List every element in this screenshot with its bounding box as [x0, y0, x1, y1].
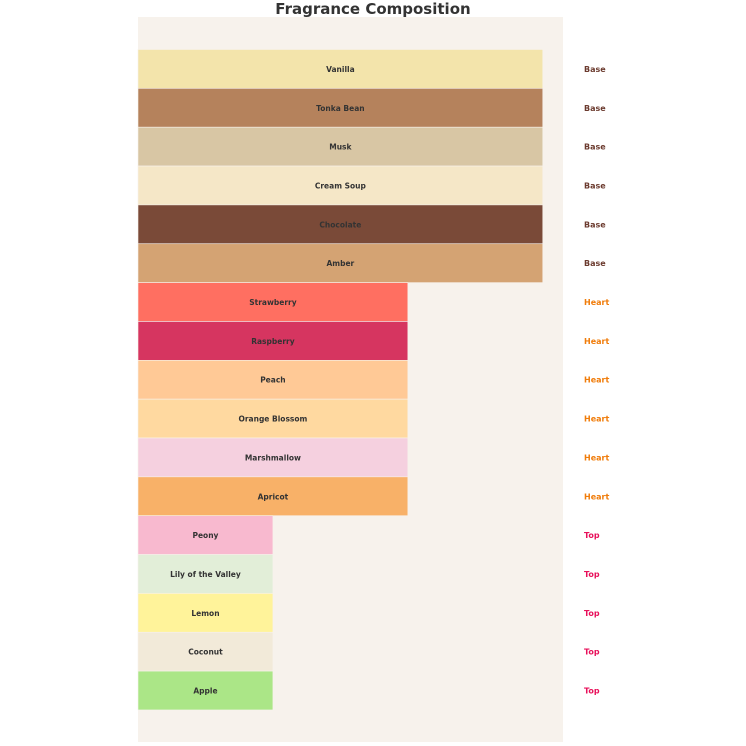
bar-marshmallow	[137, 437, 409, 478]
bar-label: Lemon	[191, 609, 219, 618]
bar-apricot	[137, 476, 409, 517]
bar-label: Strawberry	[249, 298, 297, 307]
layer-label: Base	[584, 143, 606, 152]
chart-title: Fragrance Composition	[275, 0, 471, 18]
bar-label: Lily of the Valley	[170, 570, 241, 579]
layer-label: Top	[584, 648, 600, 657]
bar-raspberry	[137, 321, 409, 361]
bar-vanilla	[137, 49, 544, 89]
bar-coconut	[137, 631, 274, 672]
layer-label: Heart	[584, 492, 609, 501]
bar-label: Orange Blossom	[238, 415, 307, 424]
layer-label: Base	[584, 181, 606, 190]
layer-label: Top	[584, 687, 600, 696]
bar-label: Apple	[193, 687, 217, 696]
bar-lemon	[137, 593, 274, 633]
bar-peach	[137, 359, 409, 400]
bar-label: Tonka Bean	[316, 104, 364, 113]
bar-label: Vanilla	[326, 65, 355, 74]
layer-label: Top	[584, 531, 600, 540]
bar-tonka-bean	[137, 88, 544, 128]
bar-label: Musk	[329, 143, 352, 152]
layer-label: Base	[584, 259, 606, 268]
layer-label: Base	[584, 104, 606, 113]
bar-lily-of-the-valley	[137, 554, 274, 594]
bar-label: Apricot	[258, 492, 289, 501]
layer-label: Top	[584, 609, 600, 618]
bar-peony	[137, 515, 274, 555]
bar-strawberry	[137, 282, 409, 322]
bar-label: Marshmallow	[245, 453, 301, 462]
bar-orange-blossom	[137, 398, 409, 439]
layer-label: Heart	[584, 453, 609, 462]
bar-apple	[137, 670, 274, 711]
bar-label: Chocolate	[319, 220, 361, 229]
bar-label: Peony	[192, 531, 218, 540]
layer-label: Heart	[584, 415, 609, 424]
bar-label: Peach	[260, 376, 285, 385]
layer-label: Heart	[584, 298, 609, 307]
bar-label: Cream Soup	[315, 181, 367, 190]
layer-label: Heart	[584, 376, 609, 385]
layer-label: Top	[584, 570, 600, 579]
bar-label: Coconut	[188, 648, 223, 657]
layer-label: Heart	[584, 337, 609, 346]
layer-label: Base	[584, 220, 606, 229]
bar-label: Amber	[326, 259, 354, 268]
bar-label: Raspberry	[251, 337, 295, 346]
layer-label: Base	[584, 65, 606, 74]
